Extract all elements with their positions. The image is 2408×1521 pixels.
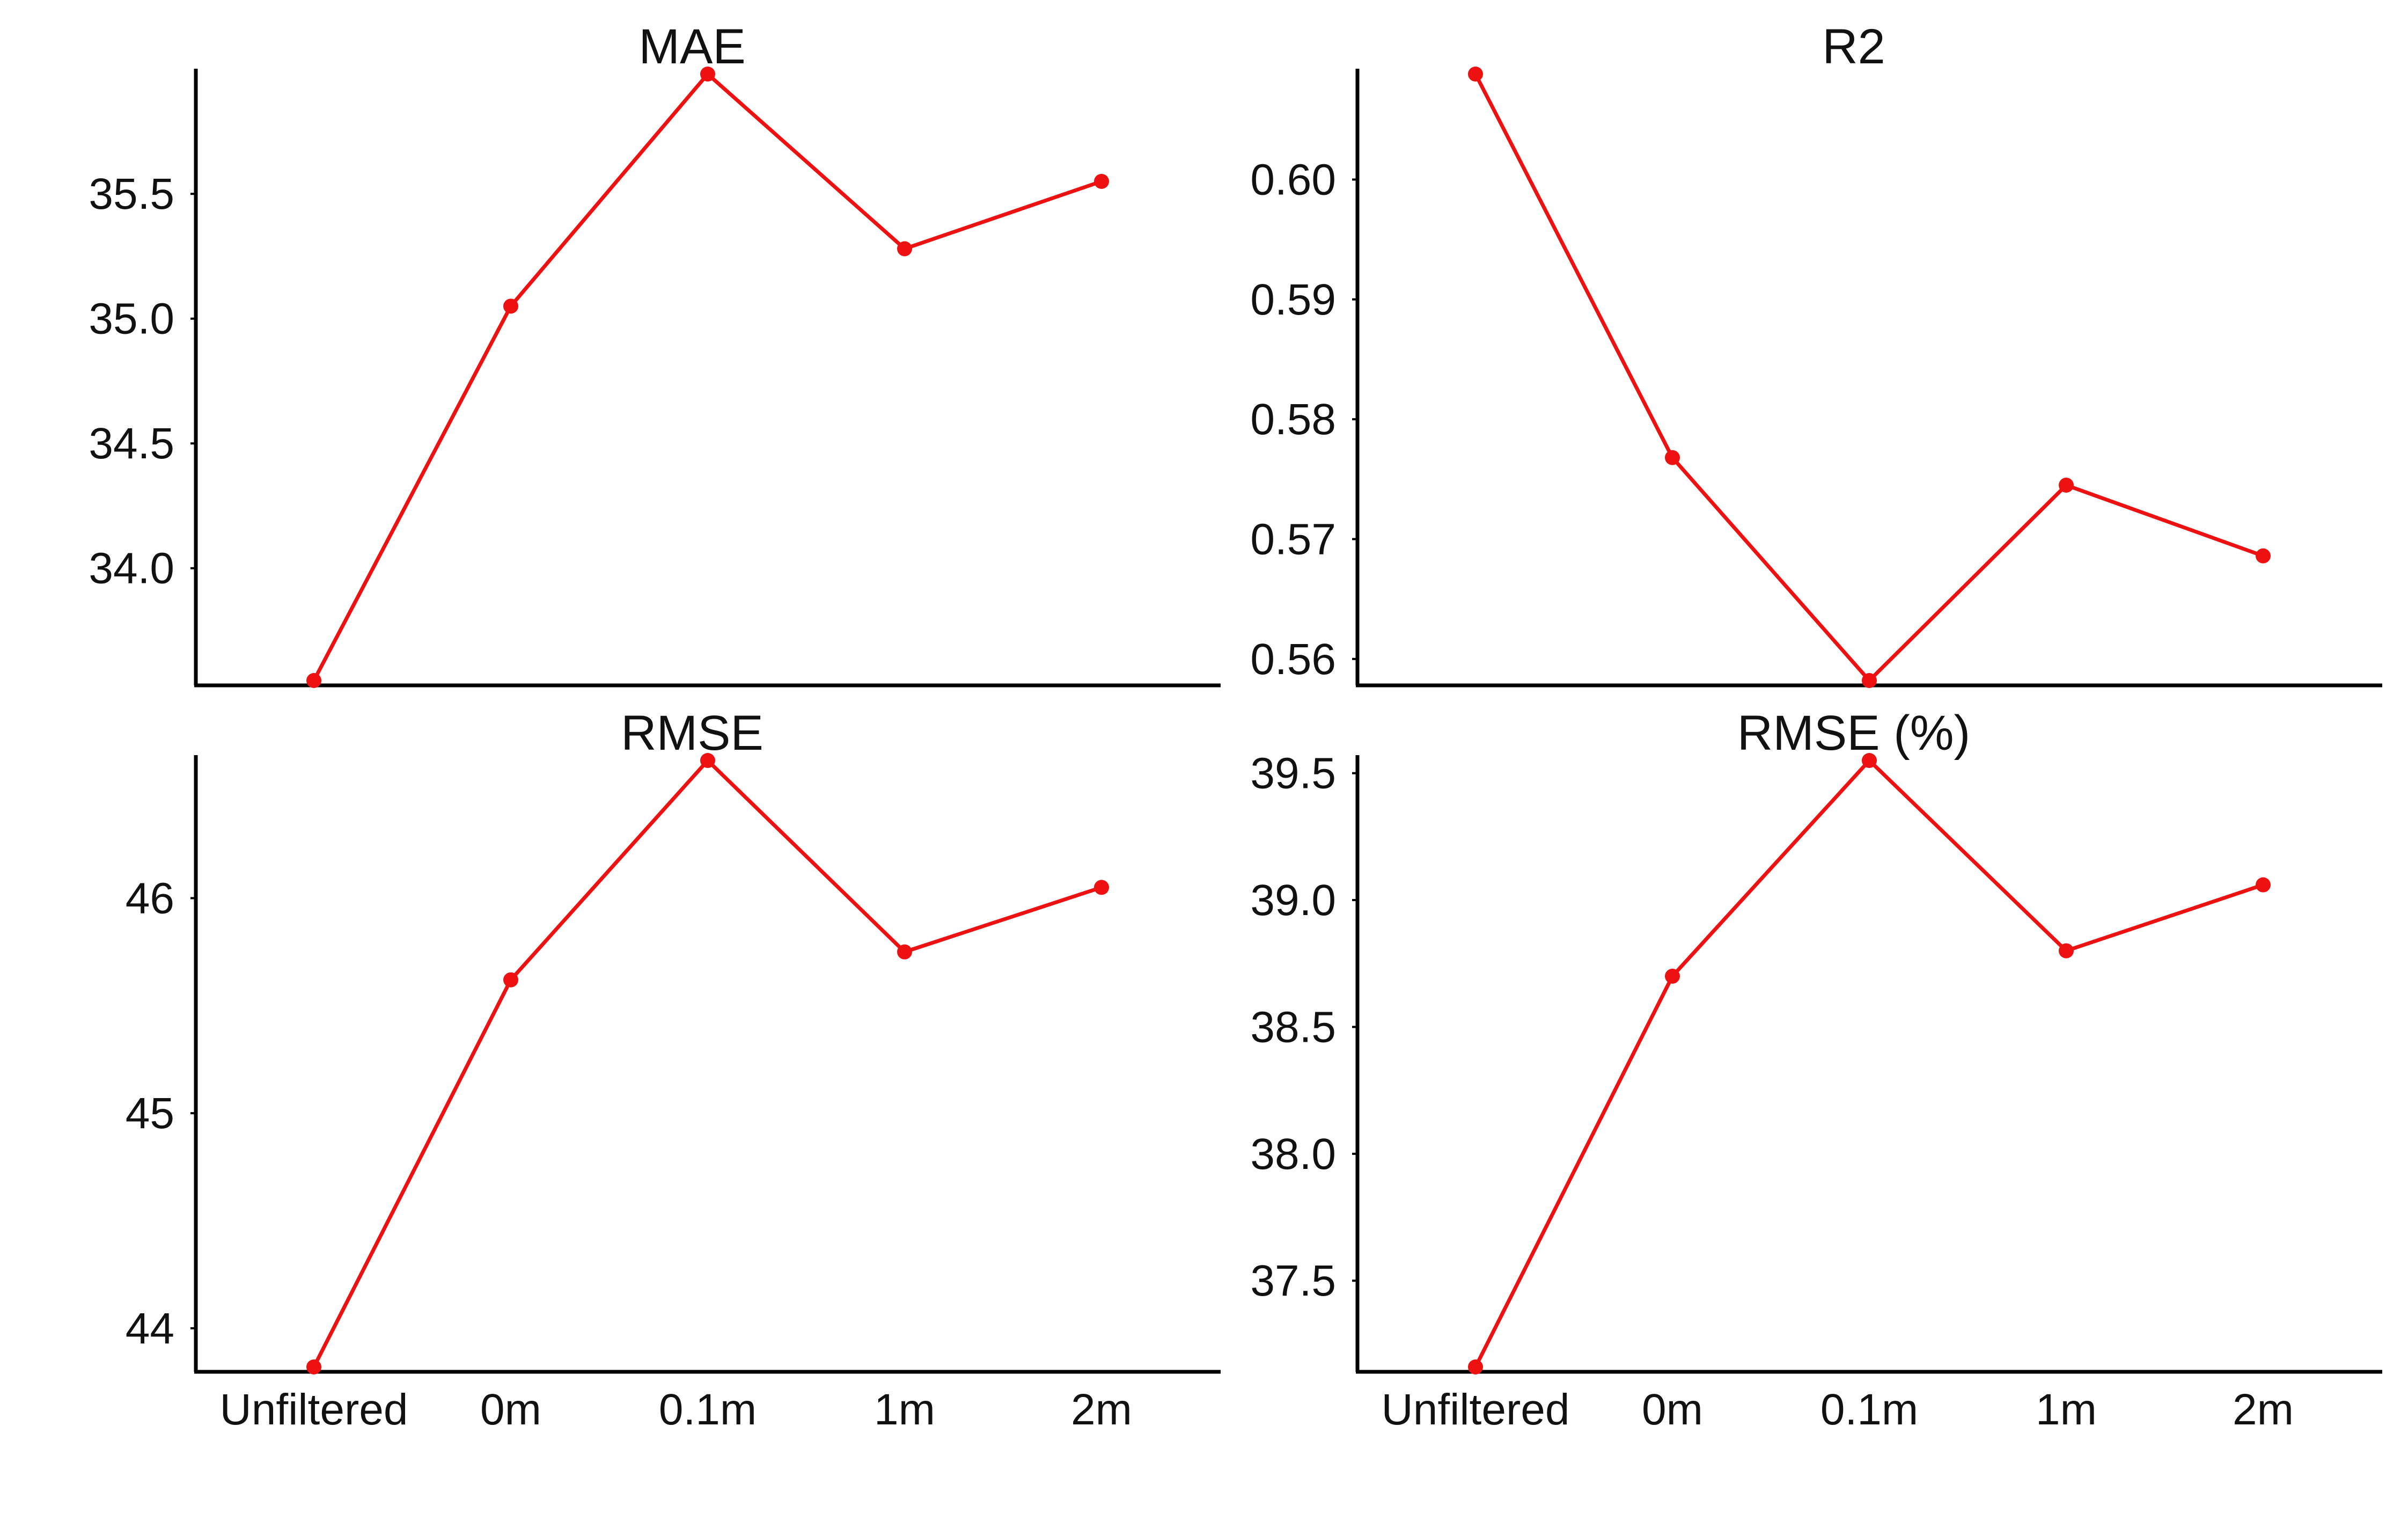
rmse-percent-x-tick-label-1m: 1m [2036, 1385, 2097, 1434]
mae-point-unfiltered [306, 673, 321, 688]
mae-point-1m [897, 241, 912, 257]
r2-y-tick-label: 0.58 [1250, 395, 1336, 444]
rmse-x-tick-label-2m: 2m [1071, 1385, 1132, 1434]
subplot-rmse: RMSE 44 45 46 Unfiltered 0m 0.1m 1m 2m [126, 706, 1221, 1434]
rmse-point-0m [503, 972, 518, 988]
rmse-percent-y-tick-label: 39.5 [1250, 749, 1336, 798]
rmse-percent-point-2m [2256, 877, 2271, 893]
rmse-percent-y-tick-label: 38.5 [1250, 1003, 1336, 1051]
mae-y-tick-label: 34.0 [89, 544, 174, 593]
rmse-percent-x-tick-label-0-1m: 0.1m [1820, 1385, 1918, 1434]
rmse-x-tick-label-1m: 1m [874, 1385, 935, 1434]
r2-y-tick-label: 0.59 [1250, 275, 1336, 324]
rmse-percent-point-0-1m [1862, 753, 1877, 768]
r2-title: R2 [1822, 19, 1885, 74]
subplot-rmse-percent: RMSE (%) 37.5 38.0 38.5 39.0 39.5 Unfiltered 0m… [1250, 706, 2382, 1434]
rmse-point-1m [897, 944, 912, 960]
r2-y-tick-label: 0.56 [1250, 635, 1336, 684]
r2-point-2m [2256, 548, 2271, 564]
mae-point-0-1m [700, 67, 715, 82]
rmse-percent-y-tick-label: 39.0 [1250, 876, 1336, 925]
rmse-y-tick-label: 44 [126, 1304, 174, 1353]
mae-y-tick-label: 35.5 [89, 170, 174, 218]
r2-point-0m [1665, 450, 1680, 465]
r2-point-0-1m [1862, 673, 1877, 688]
rmse-percent-y-tick-label: 37.5 [1250, 1256, 1336, 1305]
subplot-mae: MAE 34.0 34.5 35.0 35.5 [89, 19, 1221, 688]
mae-series-line [312, 72, 1103, 682]
mae-point-0m [503, 298, 518, 314]
rmse-percent-x-tick-label-unfiltered: Unfiltered [1382, 1385, 1570, 1434]
rmse-x-tick-label-0m: 0m [480, 1385, 541, 1434]
rmse-percent-x-tick-label-0m: 0m [1642, 1385, 1703, 1434]
rmse-point-2m [1094, 880, 1109, 895]
r2-y-tick-label: 0.60 [1250, 156, 1336, 204]
rmse-y-tick-label: 45 [126, 1089, 174, 1138]
mae-y-tick-label: 34.5 [89, 419, 174, 468]
mae-title: MAE [638, 19, 745, 74]
rmse-point-0-1m [700, 753, 715, 768]
rmse-series-line [312, 758, 1103, 1368]
rmse-percent-point-unfiltered [1468, 1359, 1483, 1374]
rmse-percent-series-line [1473, 758, 2264, 1368]
r2-point-1m [2059, 477, 2074, 493]
rmse-point-unfiltered [306, 1359, 321, 1374]
rmse-x-tick-label-0-1m: 0.1m [659, 1385, 757, 1434]
r2-series-line [1473, 73, 2264, 683]
rmse-percent-title: RMSE (%) [1737, 706, 1970, 760]
mae-y-tick-label: 35.0 [89, 295, 174, 343]
subplot-r2: R2 0.56 0.57 0.58 0.59 0.60 [1250, 19, 2382, 688]
rmse-y-tick-label: 46 [126, 874, 174, 923]
r2-y-tick-label: 0.57 [1250, 515, 1336, 564]
rmse-x-tick-label-unfiltered: Unfiltered [220, 1385, 408, 1434]
mae-point-2m [1094, 173, 1109, 189]
rmse-percent-point-0m [1665, 968, 1680, 984]
rmse-percent-x-tick-label-2m: 2m [2233, 1385, 2294, 1434]
r2-point-unfiltered [1468, 67, 1483, 82]
rmse-title: RMSE [621, 706, 763, 760]
rmse-percent-point-1m [2059, 943, 2074, 959]
rmse-percent-y-tick-label: 38.0 [1250, 1130, 1336, 1179]
